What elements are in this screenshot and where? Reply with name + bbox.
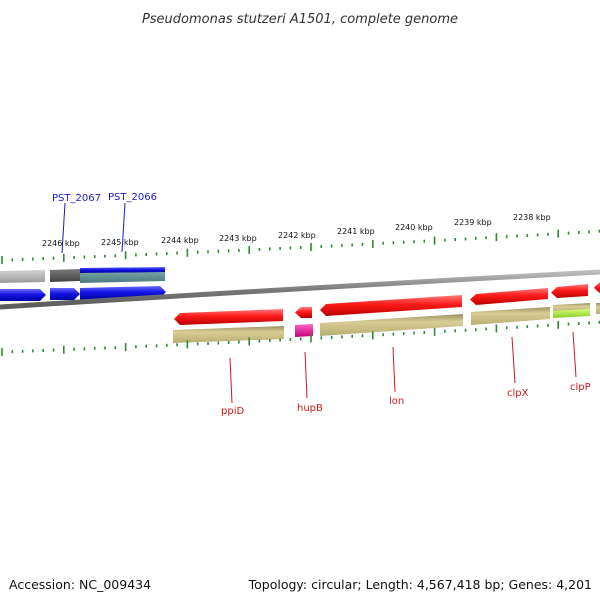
olive-feature[interactable]: [596, 303, 600, 314]
gene-label-leader: [392, 346, 396, 393]
genome-backbone: [0, 269, 600, 310]
scale-label: 2239 kbp: [454, 218, 492, 227]
forward-strand-features: [0, 267, 166, 301]
gene-label-pst-2067[interactable]: PST_2067: [52, 193, 101, 204]
scale-label: 2242 kbp: [278, 231, 316, 240]
gene-label-ppid[interactable]: ppiD: [221, 406, 244, 417]
olive-feature[interactable]: [320, 314, 463, 336]
scale-label: 2244 kbp: [161, 236, 199, 245]
gene-label-lon[interactable]: lon: [389, 396, 404, 407]
red-cds-arrow[interactable]: [551, 284, 588, 298]
gene-label-pst-2066[interactable]: PST_2066: [108, 192, 157, 203]
scale-ticks-top: [1, 229, 600, 265]
scale-label: 2238 kbp: [513, 213, 551, 222]
red-cds-arrow[interactable]: [470, 288, 548, 305]
scale-labels: 2246 kbp 2245 kbp 2244 kbp 2243 kbp 2242…: [42, 213, 551, 248]
gene-label-leader: [572, 331, 577, 378]
olive-feature[interactable]: [471, 307, 550, 325]
map-title: Pseudomonas stutzeri A1501, complete gen…: [142, 12, 458, 27]
teal-feature[interactable]: [80, 271, 165, 283]
scale-ticks-bottom: [1, 320, 600, 357]
gene-label-leader: [121, 202, 126, 253]
blue-cds-arrow[interactable]: [0, 289, 46, 301]
red-cds-arrow[interactable]: [174, 309, 283, 325]
gene-label-hupb[interactable]: hupB: [297, 403, 323, 414]
gene-label-leader: [304, 351, 308, 399]
scale-label: 2243 kbp: [219, 234, 257, 243]
red-cds-arrow[interactable]: [594, 282, 600, 293]
accession-text: Accession: NC_009434: [9, 577, 152, 592]
dark-feature[interactable]: [50, 269, 80, 282]
blue-cds-arrow[interactable]: [50, 288, 80, 300]
reverse-strand-features: [173, 282, 600, 343]
lime-feature[interactable]: [553, 309, 590, 318]
blue-feature[interactable]: [80, 267, 165, 273]
gene-label-leader: [229, 357, 233, 404]
pink-feature[interactable]: [295, 324, 313, 337]
gene-label-leader: [61, 202, 66, 254]
grey-feature[interactable]: [0, 270, 45, 283]
red-cds-arrow[interactable]: [295, 307, 312, 318]
gene-label-clpx[interactable]: clpX: [507, 388, 529, 399]
scale-label: 2245 kbp: [101, 238, 139, 247]
scale-label: 2241 kbp: [337, 227, 375, 236]
topology-text: Topology: circular; Length: 4,567,418 bp…: [248, 577, 592, 592]
gene-label-leader: [511, 336, 516, 384]
scale-label: 2240 kbp: [395, 223, 433, 232]
scale-label: 2246 kbp: [42, 239, 80, 248]
gene-label-clpp[interactable]: clpP: [570, 382, 591, 393]
gene-labels-top: PST_2067 PST_2066: [52, 192, 157, 254]
gene-labels-bottom: ppiD hupB lon clpX clpP: [221, 331, 591, 417]
red-cds-arrow[interactable]: [320, 295, 462, 316]
olive-feature[interactable]: [173, 326, 284, 343]
